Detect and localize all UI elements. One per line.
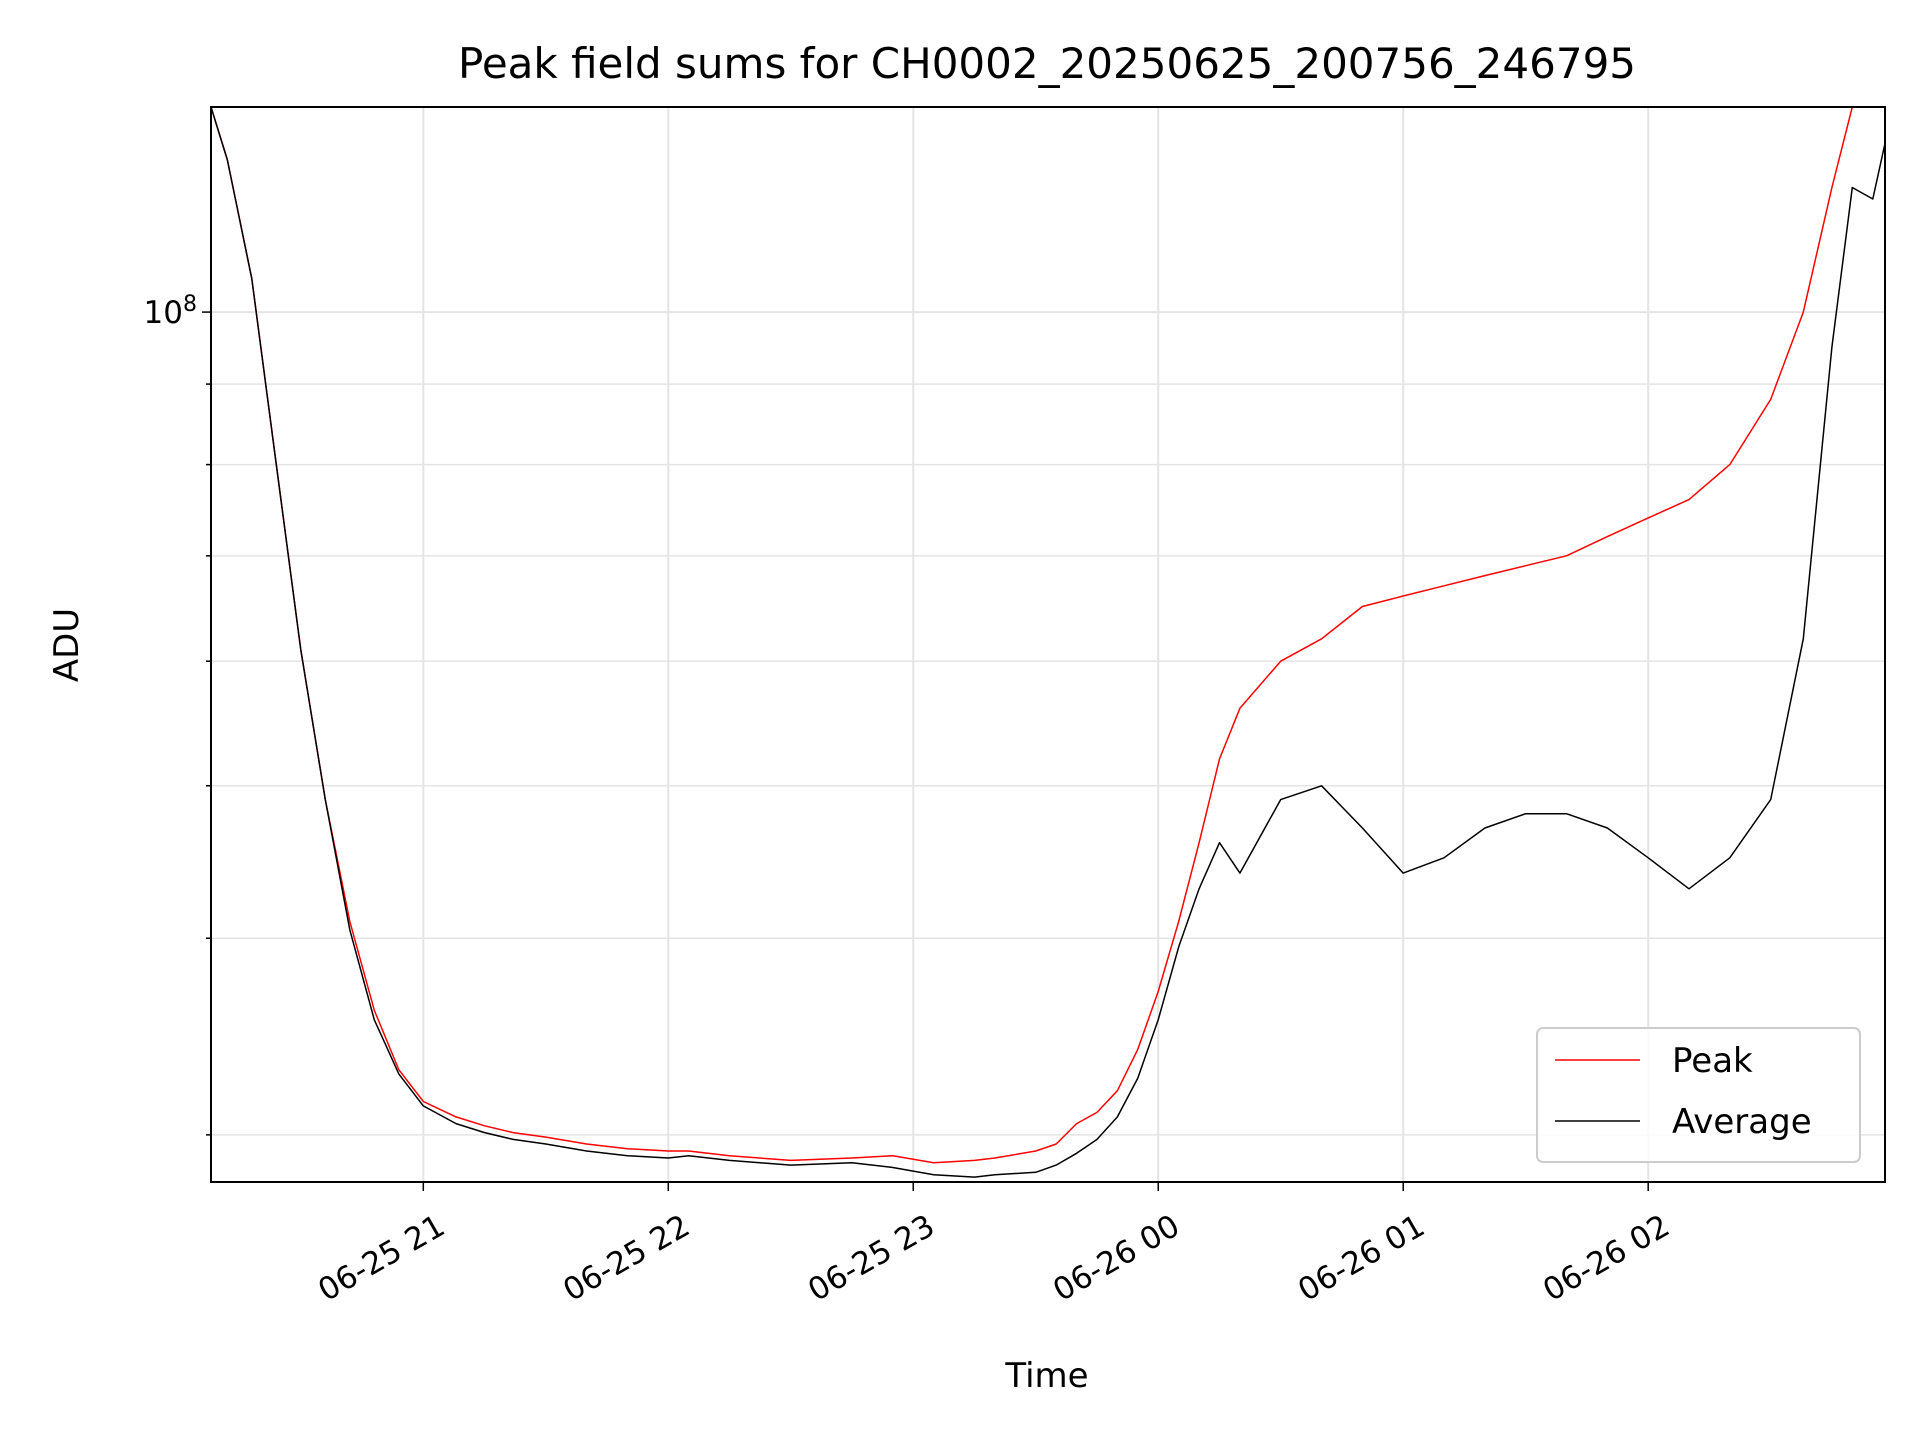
series-line-average xyxy=(211,107,1885,1178)
series-line-peak xyxy=(211,107,1885,1164)
grid-layer xyxy=(211,107,1885,1182)
y-tick-label-exponent: 8 xyxy=(183,292,197,317)
legend-peak-label: Peak xyxy=(1672,1041,1753,1081)
legend-box xyxy=(1536,1027,1861,1163)
x-axis-title: Time xyxy=(1004,1356,1088,1396)
plot-area xyxy=(211,107,1885,1178)
y-tick-label: 108 xyxy=(144,292,197,331)
chart-title: Peak field sums for CH0002_20250625_2007… xyxy=(458,39,1636,88)
legend: Peak Average xyxy=(1536,1027,1861,1163)
plot-frame xyxy=(210,106,1886,1183)
y-tick-label-base: 10 xyxy=(144,295,183,331)
legend-average-label: Average xyxy=(1672,1102,1812,1142)
y-axis-title: ADU xyxy=(47,608,87,682)
